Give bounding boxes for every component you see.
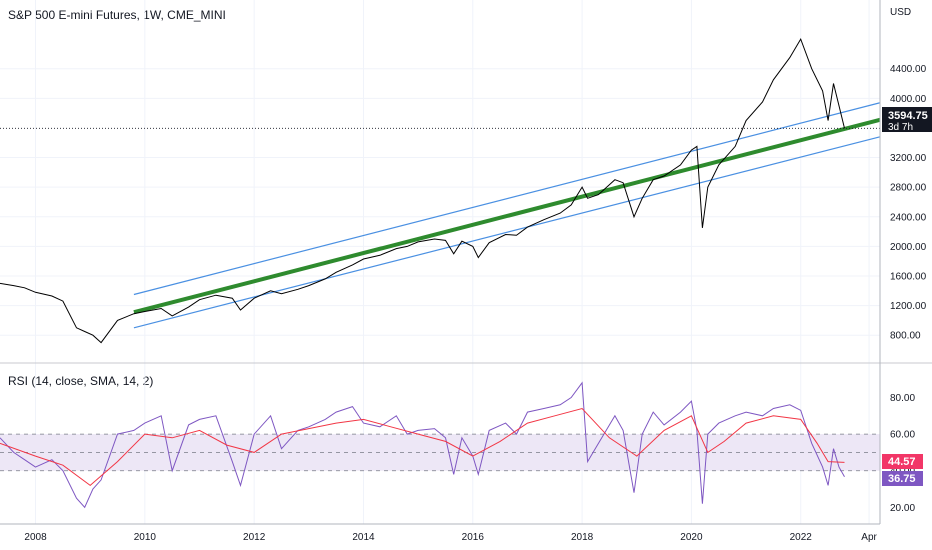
price-tick-label: 1600.00 (890, 271, 927, 282)
rsi-sma-value: 44.57 (888, 456, 916, 468)
rsi-tick-label: 20.00 (890, 503, 915, 514)
price-tag-value: 3594.75 (888, 110, 928, 122)
price-tick-label: 2800.00 (890, 183, 927, 194)
price-tick-label: 4000.00 (890, 94, 927, 105)
chart-title: S&P 500 E-mini Futures, 1W, CME_MINI (8, 8, 226, 22)
rsi-line (0, 381, 845, 509)
rsi-title: RSI (14, close, SMA, 14, 2) (8, 374, 154, 388)
currency-label: USD (890, 7, 911, 18)
channel-upper-line (133, 102, 881, 296)
price-tick-label: 2000.00 (890, 242, 927, 253)
time-tick-label: Apr (861, 532, 877, 543)
time-tick-label: 2018 (571, 532, 594, 543)
time-tick-label: 2016 (462, 532, 485, 543)
time-tick-label: 2010 (134, 532, 157, 543)
time-tick-label: 2022 (790, 532, 813, 543)
rsi-sma-tag: 44.57 (882, 454, 923, 469)
time-tick-label: 2008 (24, 532, 47, 543)
rsi-tick-label: 80.00 (890, 393, 915, 404)
time-tick-label: 2014 (352, 532, 375, 543)
price-tag-countdown: 3d 7h (888, 122, 913, 133)
channel-lower-line (133, 136, 881, 329)
price-tick-label: 800.00 (890, 331, 921, 342)
price-tag: 3594.75 3d 7h (882, 107, 932, 133)
price-tick-label: 3200.00 (890, 153, 927, 164)
rsi-sma-line (0, 407, 845, 487)
trend-channel (133, 102, 881, 329)
rsi-value-tag: 36.75 (882, 471, 923, 486)
time-tick-label: 2012 (243, 532, 266, 543)
rsi-tick-label: 60.00 (890, 430, 915, 441)
price-tick-label: 4400.00 (890, 64, 927, 75)
rsi-value: 36.75 (888, 473, 916, 485)
price-tick-label: 2400.00 (890, 212, 927, 223)
price-tick-label: 1200.00 (890, 301, 927, 312)
time-tick-label: 2020 (680, 532, 703, 543)
time-axis: 2008 2010 2012 2014 2016 2018 2020 2022 Apr (24, 532, 877, 543)
price-axis: 800.00 1200.00 1600.00 2000.00 2400.00 2800.0… (890, 64, 927, 341)
channel-middle-line (133, 117, 881, 315)
price-series-line (0, 37, 845, 344)
